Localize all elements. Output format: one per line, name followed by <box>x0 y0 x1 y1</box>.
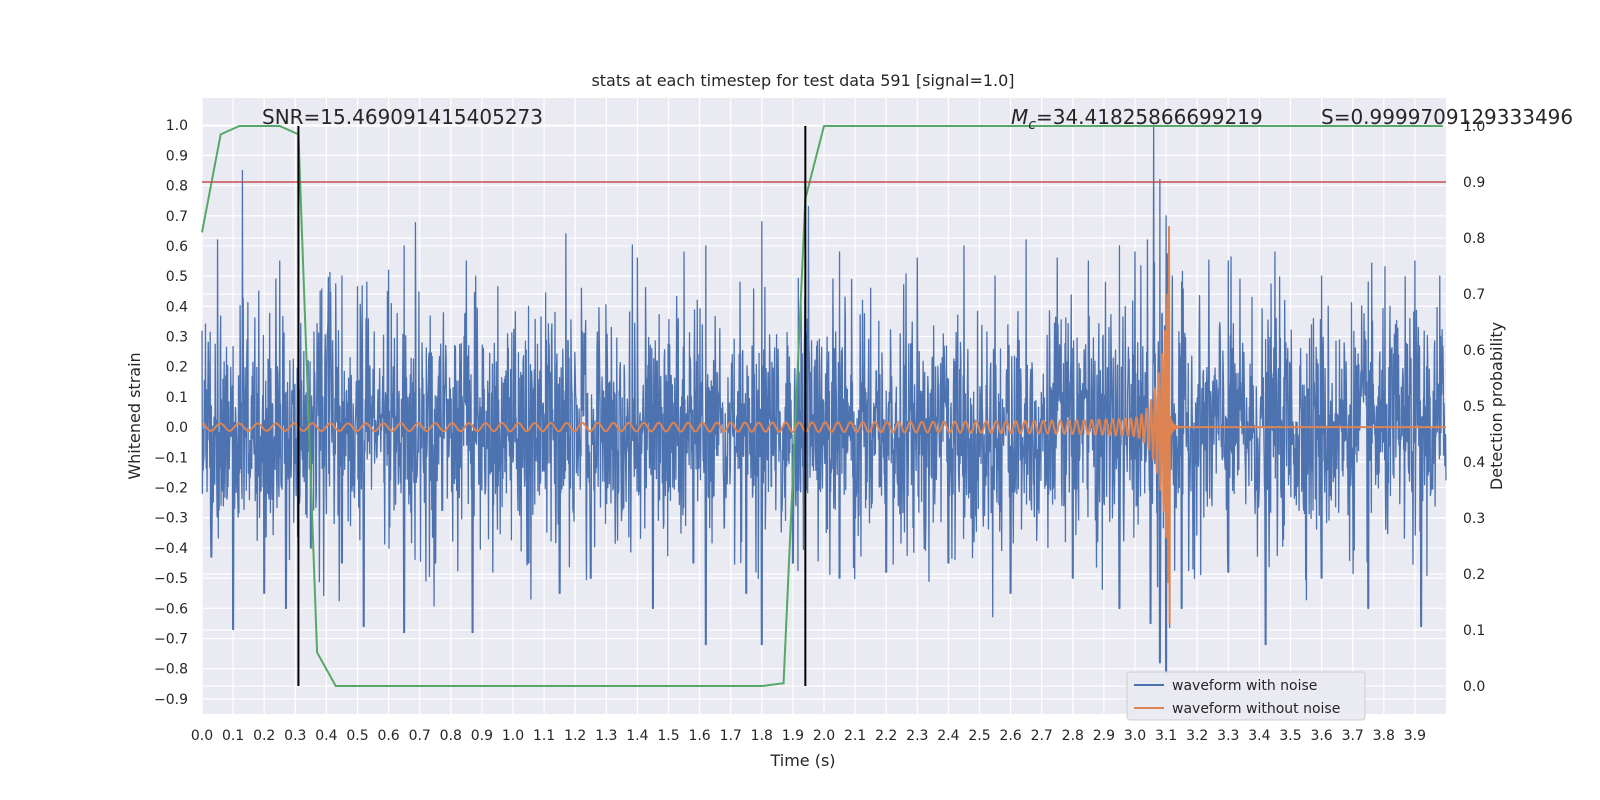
y-tick-label-left: 0.7 <box>166 209 188 225</box>
y-tick-label-left: 0.9 <box>166 148 188 164</box>
snr-annotation: SNR=15.469091415405273 <box>262 105 543 129</box>
x-tick-label: 3.3 <box>1217 728 1239 744</box>
x-tick-label: 2.1 <box>844 728 866 744</box>
y-tick-label-left: 0.6 <box>166 239 188 255</box>
x-tick-label: 0.6 <box>377 728 399 744</box>
x-tick-label: 1.0 <box>502 728 524 744</box>
x-tick-label: 0.0 <box>191 728 213 744</box>
x-tick-label: 2.4 <box>937 728 959 744</box>
x-tick-label: 3.5 <box>1279 728 1301 744</box>
x-tick-label: 1.8 <box>751 728 773 744</box>
y-tick-label-right: 0.3 <box>1463 511 1485 527</box>
x-tick-label: 3.0 <box>1124 728 1146 744</box>
series-waveform-without-noise <box>201 226 1447 625</box>
y-tick-labels-left: −0.9 −0.8 −0.7 −0.6 −0.5 −0.4 −0.3 −0.2 −0.1 0.0 0… <box>154 118 188 708</box>
y-tick-label-right: 0.4 <box>1463 455 1485 471</box>
x-tick-label: 2.7 <box>1031 728 1053 744</box>
x-tick-label: 0.2 <box>253 728 275 744</box>
x-tick-label: 3.7 <box>1342 728 1364 744</box>
x-tick-label: 2.0 <box>813 728 835 744</box>
y-tick-label-left: −0.8 <box>154 662 188 678</box>
y-tick-label-left: −0.4 <box>154 541 188 557</box>
y-tick-label-right: 0.0 <box>1463 679 1485 695</box>
y-tick-label-left: −0.1 <box>154 450 188 466</box>
y-tick-labels-right: 0.0 0.1 0.2 0.3 0.4 0.5 0.6 0.7 0.8 0.9 1.0 <box>1463 119 1485 695</box>
y-tick-label-right: 1.0 <box>1463 119 1485 135</box>
x-tick-label: 3.4 <box>1248 728 1270 744</box>
y-tick-label-left: 0.4 <box>166 299 188 315</box>
x-axis-label: Time (s) <box>769 751 835 770</box>
x-tick-label: 0.3 <box>284 728 306 744</box>
y-tick-label-left: −0.7 <box>154 632 188 648</box>
x-tick-label: 0.9 <box>471 728 493 744</box>
x-tick-label: 2.3 <box>906 728 928 744</box>
x-tick-labels: 0.0 0.1 0.2 0.3 0.4 0.5 0.6 0.7 0.8 0.9 1.0 1.1 1.2 1… <box>191 728 1426 744</box>
x-tick-label: 1.1 <box>533 728 555 744</box>
y-tick-label-right: 0.1 <box>1463 623 1485 639</box>
y-tick-label-right: 0.5 <box>1463 399 1485 415</box>
x-tick-label: 0.4 <box>315 728 337 744</box>
y-tick-label-left: 1.0 <box>166 118 188 134</box>
x-tick-label: 2.5 <box>968 728 990 744</box>
x-tick-label: 0.8 <box>440 728 462 744</box>
y-tick-label-left: −0.2 <box>154 481 188 497</box>
x-tick-label: 2.9 <box>1093 728 1115 744</box>
x-tick-label: 3.8 <box>1373 728 1395 744</box>
x-tick-label: 1.5 <box>657 728 679 744</box>
x-tick-label: 1.2 <box>564 728 586 744</box>
x-tick-label: 2.8 <box>1062 728 1084 744</box>
y-tick-label-left: −0.9 <box>154 692 188 708</box>
y-tick-label-right: 0.9 <box>1463 175 1485 191</box>
y-tick-label-right: 0.6 <box>1463 343 1485 359</box>
y-tick-label-left: 0.0 <box>166 420 188 436</box>
y-tick-label-right: 0.8 <box>1463 231 1485 247</box>
vertical-markers <box>297 126 807 686</box>
x-tick-label: 3.2 <box>1186 728 1208 744</box>
chart-title: stats at each timestep for test data 591… <box>591 71 1014 90</box>
x-tick-label: 1.7 <box>720 728 742 744</box>
x-tick-label: 1.6 <box>688 728 710 744</box>
x-tick-label: 0.7 <box>409 728 431 744</box>
legend-label-noisy: waveform with noise <box>1172 678 1317 694</box>
x-tick-label: 3.9 <box>1404 728 1426 744</box>
y-axis-label-right: Detection probability <box>1487 322 1506 490</box>
legend: waveform with noise waveform without noi… <box>1126 671 1366 721</box>
x-tick-label: 1.9 <box>782 728 804 744</box>
legend-box <box>1126 671 1366 721</box>
y-tick-label-left: 0.8 <box>166 179 188 195</box>
chirp-mass-annotation: Mc=34.41825866699219 <box>1011 105 1263 133</box>
x-tick-label: 2.2 <box>875 728 897 744</box>
y-tick-label-right: 0.2 <box>1463 567 1485 583</box>
x-tick-label: 1.3 <box>595 728 617 744</box>
waveform-without-noise-line <box>201 226 1447 625</box>
score-annotation: S=0.9999709129333496 <box>1321 105 1573 129</box>
y-tick-label-left: −0.5 <box>154 571 188 587</box>
legend-label-clean: waveform without noise <box>1172 701 1340 717</box>
x-tick-label: 0.5 <box>346 728 368 744</box>
detection-probability-line <box>201 125 1443 687</box>
y-tick-label-right: 0.7 <box>1463 287 1485 303</box>
y-tick-label-left: −0.3 <box>154 511 188 527</box>
x-tick-label: 2.6 <box>999 728 1021 744</box>
y-axis-label-left: Whitened strain <box>125 352 144 479</box>
x-tick-label: 1.4 <box>626 728 648 744</box>
x-tick-label: 0.1 <box>222 728 244 744</box>
y-tick-label-left: 0.1 <box>166 390 188 406</box>
x-tick-label: 3.1 <box>1155 728 1177 744</box>
series-waveform-with-noise <box>201 124 1447 676</box>
x-tick-label: 3.6 <box>1310 728 1332 744</box>
y-tick-label-left: 0.2 <box>166 360 188 376</box>
y-tick-label-left: 0.3 <box>166 330 188 346</box>
series-detection-probability <box>201 125 1443 687</box>
y-tick-label-left: 0.5 <box>166 269 188 285</box>
y-tick-label-left: −0.6 <box>154 601 188 617</box>
waveform-with-noise-line <box>201 124 1447 676</box>
